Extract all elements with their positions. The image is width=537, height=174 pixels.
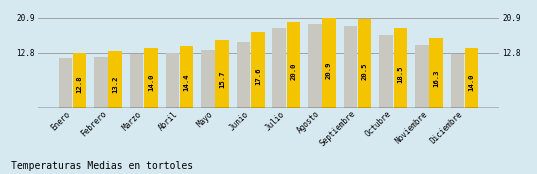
Bar — [322, 18, 336, 108]
Bar — [287, 22, 300, 108]
Text: 14.4: 14.4 — [184, 73, 190, 90]
Bar — [165, 53, 179, 108]
Bar — [429, 38, 443, 108]
Bar — [465, 48, 478, 108]
Text: 20.0: 20.0 — [291, 63, 296, 80]
Bar — [308, 24, 322, 108]
Text: 18.5: 18.5 — [397, 66, 403, 83]
Bar — [201, 50, 215, 108]
Text: 17.6: 17.6 — [255, 67, 261, 85]
Bar — [73, 53, 86, 108]
Text: 13.2: 13.2 — [112, 75, 118, 93]
Text: Temperaturas Medias en tortoles: Temperaturas Medias en tortoles — [11, 161, 193, 171]
Bar — [272, 28, 286, 108]
Bar — [237, 42, 250, 108]
Bar — [251, 32, 265, 108]
Text: 20.9: 20.9 — [326, 61, 332, 79]
Bar — [379, 35, 393, 108]
Bar — [344, 26, 357, 108]
Bar — [130, 54, 143, 108]
Bar — [180, 46, 193, 108]
Bar — [451, 54, 464, 108]
Bar — [144, 48, 158, 108]
Bar — [215, 40, 229, 108]
Bar — [415, 45, 429, 108]
Text: 20.5: 20.5 — [362, 62, 368, 80]
Bar — [108, 51, 122, 108]
Text: 15.7: 15.7 — [219, 71, 225, 88]
Text: 16.3: 16.3 — [433, 70, 439, 87]
Text: 12.8: 12.8 — [77, 76, 83, 93]
Bar — [358, 19, 372, 108]
Bar — [94, 57, 108, 108]
Bar — [394, 28, 407, 108]
Bar — [59, 58, 72, 108]
Text: 14.0: 14.0 — [148, 74, 154, 91]
Text: 14.0: 14.0 — [469, 74, 475, 91]
